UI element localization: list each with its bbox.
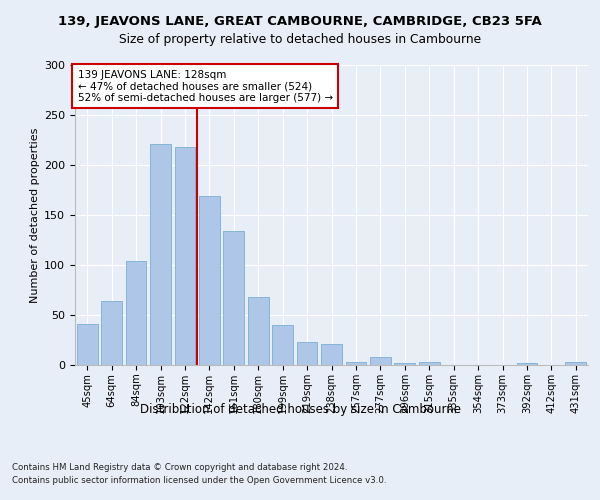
Bar	[101, 301, 122, 365]
Bar	[248, 297, 269, 365]
Text: Distribution of detached houses by size in Cambourne: Distribution of detached houses by size …	[139, 402, 461, 415]
Text: Size of property relative to detached houses in Cambourne: Size of property relative to detached ho…	[119, 32, 481, 46]
Y-axis label: Number of detached properties: Number of detached properties	[30, 128, 40, 302]
Text: Contains public sector information licensed under the Open Government Licence v3: Contains public sector information licen…	[12, 476, 386, 485]
Bar	[175, 147, 196, 365]
Bar	[296, 342, 317, 365]
Text: 139 JEAVONS LANE: 128sqm
← 47% of detached houses are smaller (524)
52% of semi-: 139 JEAVONS LANE: 128sqm ← 47% of detach…	[77, 70, 332, 102]
Bar	[199, 196, 220, 365]
Bar	[370, 357, 391, 365]
Bar	[150, 144, 171, 365]
Bar	[565, 362, 586, 365]
Bar	[77, 324, 98, 365]
Bar	[125, 261, 146, 365]
Bar	[517, 363, 538, 365]
Bar	[223, 231, 244, 365]
Bar	[272, 325, 293, 365]
Bar	[321, 344, 342, 365]
Bar	[394, 363, 415, 365]
Bar	[346, 362, 367, 365]
Bar	[419, 362, 440, 365]
Text: 139, JEAVONS LANE, GREAT CAMBOURNE, CAMBRIDGE, CB23 5FA: 139, JEAVONS LANE, GREAT CAMBOURNE, CAMB…	[58, 16, 542, 28]
Text: Contains HM Land Registry data © Crown copyright and database right 2024.: Contains HM Land Registry data © Crown c…	[12, 462, 347, 471]
